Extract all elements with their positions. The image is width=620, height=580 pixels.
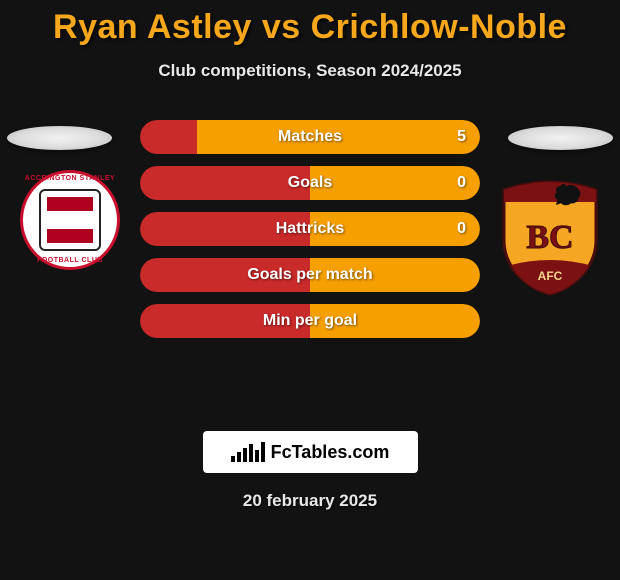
- stat-value-right: 5: [457, 128, 466, 146]
- stat-fill-right: [310, 166, 480, 200]
- stat-bar: Goals 0: [140, 166, 480, 200]
- stat-bars: Matches 5 Goals 0 Hattricks 0 Goals per match M…: [140, 120, 480, 350]
- club-crest-right: BC AFC: [500, 180, 600, 296]
- crest-right-sub: AFC: [538, 269, 563, 283]
- stat-value-right: 0: [457, 220, 466, 238]
- crest-left-text-bottom: FOOTBALL CLUB: [23, 257, 117, 264]
- stat-bar: Min per goal: [140, 304, 480, 338]
- stat-fill-left: [140, 120, 197, 154]
- stat-bar: Hattricks 0: [140, 212, 480, 246]
- logo-text: FcTables.com: [271, 442, 390, 463]
- stat-label: Matches: [278, 128, 342, 146]
- player-avatar-left: [7, 126, 112, 150]
- player-avatar-right: [508, 126, 613, 150]
- page-title: Ryan Astley vs Crichlow-Noble: [0, 0, 620, 47]
- stat-label: Hattricks: [276, 220, 344, 238]
- date: 20 february 2025: [0, 491, 620, 511]
- stat-label: Goals: [288, 174, 332, 192]
- subtitle: Club competitions, Season 2024/2025: [0, 61, 620, 81]
- club-crest-left: ACCRINGTON STANLEY FOOTBALL CLUB: [20, 170, 120, 270]
- stat-bar: Goals per match: [140, 258, 480, 292]
- bars-icon: [231, 442, 265, 462]
- stat-fill-left: [140, 166, 310, 200]
- stat-label: Goals per match: [247, 266, 372, 284]
- crest-left-text-top: ACCRINGTON STANLEY: [23, 175, 117, 182]
- crest-right-letters: BC: [526, 219, 573, 256]
- stat-bar: Matches 5: [140, 120, 480, 154]
- fctables-logo: FcTables.com: [203, 431, 418, 473]
- stat-label: Min per goal: [263, 312, 357, 330]
- stat-value-right: 0: [457, 174, 466, 192]
